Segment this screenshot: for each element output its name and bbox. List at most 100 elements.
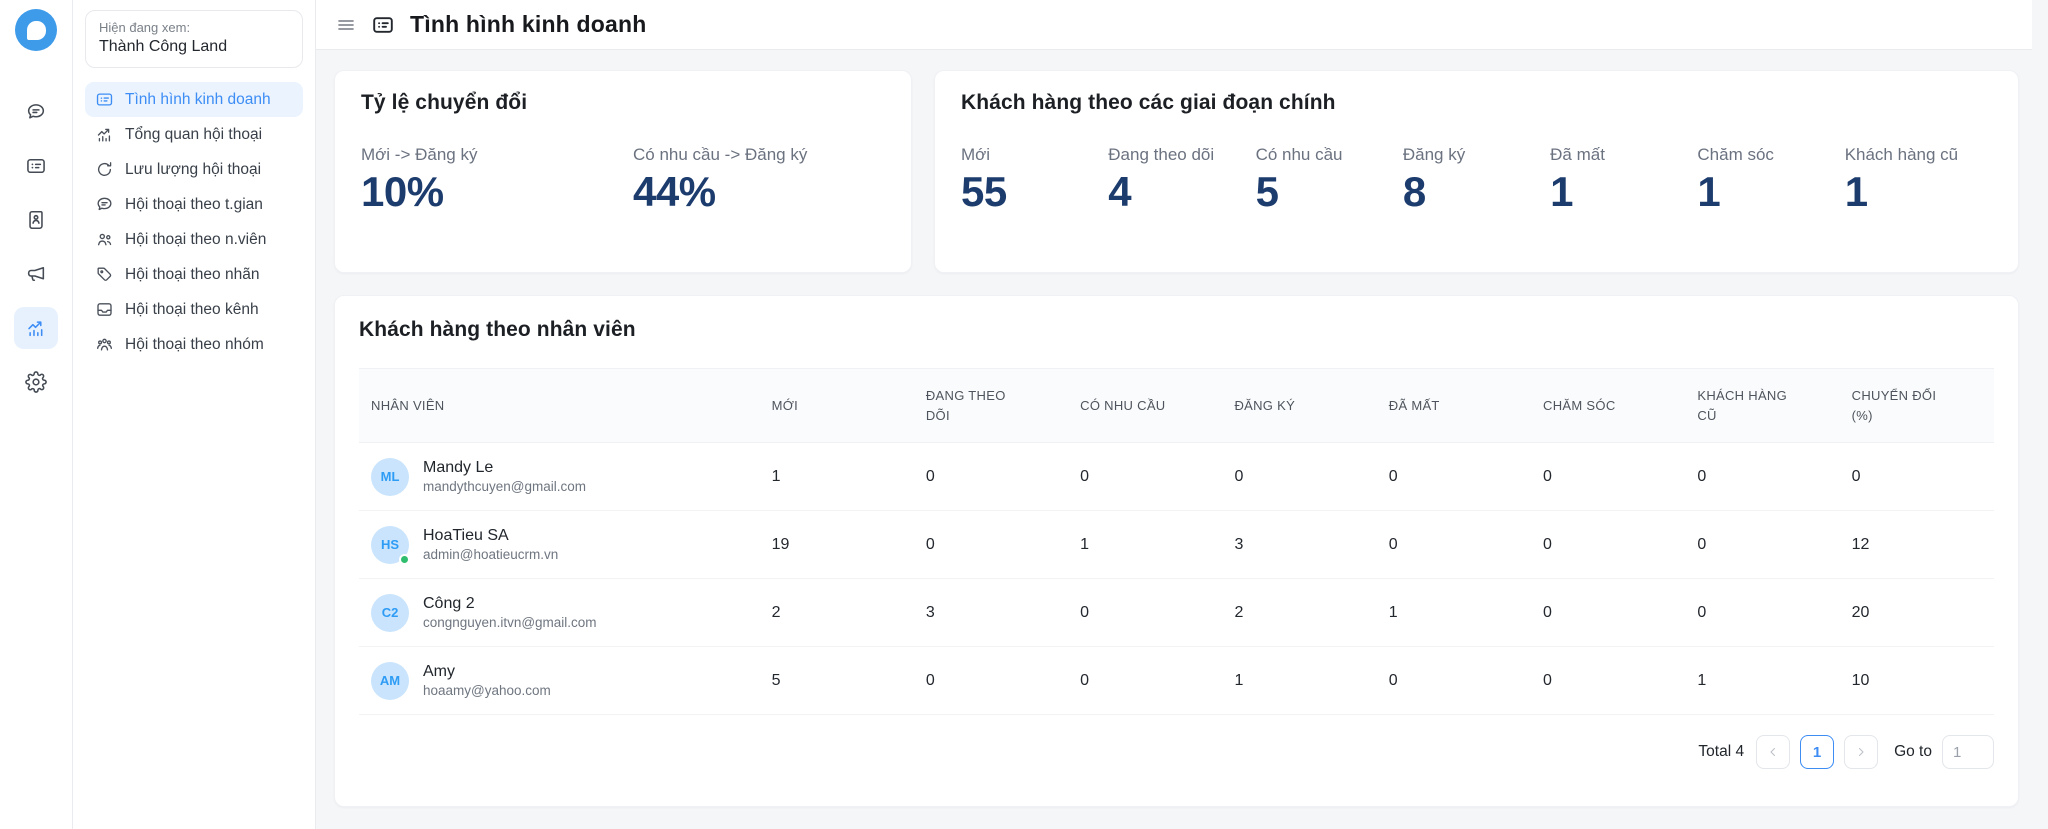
rail-settings-gear-icon[interactable] bbox=[14, 361, 58, 403]
sidebar-item-label: Tình hình kinh doanh bbox=[125, 90, 271, 108]
metric-label: Mới bbox=[961, 145, 991, 164]
cell-moi: 1 bbox=[759, 442, 914, 511]
conversion-rate-card: Tỷ lệ chuyển đổi Mới -> Đăng ký 10% Có n… bbox=[334, 70, 912, 273]
scrollbar-gutter bbox=[2032, 0, 2048, 50]
goto-label: Go to bbox=[1894, 743, 1932, 760]
sidebar-item-label: Lưu lượng hội thoại bbox=[125, 160, 262, 178]
metric-moi-dang-ky: Mới -> Đăng ký 10% bbox=[361, 145, 633, 213]
dashboard-content: Tỷ lệ chuyển đổi Mới -> Đăng ký 10% Có n… bbox=[316, 50, 2048, 829]
table-row[interactable]: C2 Công 2 congnguyen.itvn@gmail.com 2 3 … bbox=[359, 578, 1994, 647]
sidebar-item-hoi-thoai-theo-nhan[interactable]: Hội thoại theo nhãn bbox=[85, 257, 303, 292]
metric-co-nhu-cau-dang-ky: Có nhu cầu -> Đăng ký 44% bbox=[633, 145, 905, 213]
metric-value: 1 bbox=[1844, 168, 1868, 215]
workspace-selector[interactable]: Hiện đang xem: Thành Công Land bbox=[85, 10, 303, 68]
card-title: Khách hàng theo các giai đoạn chính bbox=[961, 91, 1336, 114]
cell-khach-hang-cu: 0 bbox=[1685, 510, 1840, 579]
metric-label: Chăm sóc bbox=[1697, 145, 1774, 164]
stage-metrics: Mới 55 Đang theo dõi 4 Có nhu cầu 5 Đăng… bbox=[961, 145, 1992, 213]
sidebar-item-tinh-hinh-kinh-doanh[interactable]: Tình hình kinh doanh bbox=[85, 82, 303, 117]
next-page-button[interactable] bbox=[1844, 735, 1879, 769]
cell-dang-ky: 3 bbox=[1222, 510, 1377, 579]
rail-megaphone-icon[interactable] bbox=[14, 253, 58, 295]
refresh-icon bbox=[95, 160, 114, 179]
rail-kanban-card-icon[interactable] bbox=[14, 145, 58, 187]
inbox-icon bbox=[95, 300, 114, 319]
app-logo[interactable] bbox=[15, 9, 57, 51]
cell-co-nhu-cau: 0 bbox=[1068, 646, 1223, 715]
card-title: Tỷ lệ chuyển đổi bbox=[361, 91, 528, 114]
column-header: CHUYỂN ĐỔI (%) bbox=[1839, 368, 1994, 443]
metric-value: 5 bbox=[1255, 168, 1279, 215]
report-sidebar: Hiện đang xem: Thành Công Land Tình hình… bbox=[73, 0, 316, 829]
cell-dang-ky: 1 bbox=[1222, 646, 1377, 715]
chevron-right-icon bbox=[1855, 746, 1867, 758]
report-nav: Tình hình kinh doanh Tổng quan hội thoại… bbox=[85, 82, 303, 362]
conversion-metrics: Mới -> Đăng ký 10% Có nhu cầu -> Đăng ký… bbox=[361, 145, 885, 213]
cell-cham-soc: 0 bbox=[1531, 510, 1686, 579]
sidebar-item-hoi-thoai-theo-nvien[interactable]: Hội thoại theo n.viên bbox=[85, 222, 303, 257]
avatar: AM bbox=[371, 661, 409, 700]
pagination-total: Total 4 bbox=[1698, 743, 1745, 760]
stat-cards-row: Tỷ lệ chuyển đổi Mới -> Đăng ký 10% Có n… bbox=[334, 70, 2019, 273]
cell-co-nhu-cau: 0 bbox=[1068, 578, 1223, 647]
cell-cham-soc: 0 bbox=[1531, 646, 1686, 715]
avatar: C2 bbox=[371, 593, 409, 632]
employee-name: Mandy Le bbox=[423, 458, 494, 476]
chat-icon bbox=[95, 195, 114, 214]
cell-dang-theo-doi: 0 bbox=[913, 442, 1069, 511]
employees-table: NHÂN VIÊN MỚI ĐANG THEO DÕI CÓ NHU CẦU Đ… bbox=[359, 368, 1994, 715]
employee-email: hoaamy@yahoo.com bbox=[423, 682, 551, 698]
metric-label: Có nhu cầu -> Đăng ký bbox=[633, 145, 808, 164]
metric-value: 1 bbox=[1697, 168, 1721, 215]
cell-khach-hang-cu: 0 bbox=[1685, 442, 1840, 511]
people-icon bbox=[95, 230, 114, 249]
sidebar-item-luu-luong-hoi-thoai[interactable]: Lưu lượng hội thoại bbox=[85, 152, 303, 187]
cell-moi: 2 bbox=[759, 578, 914, 647]
cell-chuyen-doi: 12 bbox=[1839, 510, 1994, 579]
cell-chuyen-doi: 0 bbox=[1839, 442, 1994, 511]
cell-cham-soc: 0 bbox=[1531, 578, 1686, 647]
rail-chat-icon[interactable] bbox=[14, 91, 58, 133]
sidebar-item-hoi-thoai-theo-tgian[interactable]: Hội thoại theo t.gian bbox=[85, 187, 303, 222]
sidebar-item-hoi-thoai-theo-kenh[interactable]: Hội thoại theo kênh bbox=[85, 292, 303, 327]
previous-page-button[interactable] bbox=[1756, 735, 1791, 769]
metric-khach-hang-cu: Khách hàng cũ 1 bbox=[1845, 145, 1992, 213]
metric-cham-soc: Chăm sóc 1 bbox=[1697, 145, 1844, 213]
column-header: NHÂN VIÊN bbox=[359, 368, 760, 443]
metric-dang-theo-doi: Đang theo dõi 4 bbox=[1108, 145, 1255, 213]
sidebar-toggle-button[interactable] bbox=[336, 15, 356, 35]
employee-cell: HS HoaTieu SA admin@hoatieucrm.vn bbox=[371, 525, 748, 565]
employee-name: Công 2 bbox=[423, 594, 475, 612]
rail-analytics-icon[interactable] bbox=[14, 307, 58, 349]
kanban-card-icon bbox=[95, 90, 114, 109]
logo-mark-icon bbox=[26, 20, 46, 40]
metric-value: 8 bbox=[1402, 168, 1426, 215]
page-title-icon bbox=[371, 13, 395, 37]
employee-name: HoaTieu SA bbox=[423, 526, 509, 544]
table-row[interactable]: AM Amy hoaamy@yahoo.com 5 0 0 1 0 bbox=[359, 646, 1994, 715]
card-title: Khách hàng theo nhân viên bbox=[359, 318, 636, 341]
page-1-button[interactable]: 1 bbox=[1800, 735, 1835, 769]
column-header: ĐÃ MẤT bbox=[1376, 368, 1532, 443]
employee-cell: C2 Công 2 congnguyen.itvn@gmail.com bbox=[371, 593, 748, 632]
sidebar-item-hoi-thoai-theo-nhom[interactable]: Hội thoại theo nhóm bbox=[85, 327, 303, 362]
sidebar-item-label: Hội thoại theo t.gian bbox=[125, 195, 263, 213]
table-row[interactable]: HS HoaTieu SA admin@hoatieucrm.vn 19 0 bbox=[359, 510, 1994, 579]
stages-card: Khách hàng theo các giai đoạn chính Mới … bbox=[934, 70, 2019, 273]
cell-da-mat: 1 bbox=[1376, 578, 1532, 647]
group-icon bbox=[95, 335, 114, 354]
metric-value: 55 bbox=[961, 168, 1007, 215]
column-header: CÓ NHU CẦU bbox=[1068, 368, 1223, 443]
table-row[interactable]: ML Mandy Le mandythcuyen@gmail.com 1 0 0… bbox=[359, 442, 1994, 511]
metric-value: 44% bbox=[633, 168, 716, 215]
cell-co-nhu-cau: 0 bbox=[1068, 442, 1223, 511]
sidebar-item-tong-quan-hoi-thoai[interactable]: Tổng quan hội thoại bbox=[85, 117, 303, 152]
menu-icon bbox=[336, 15, 356, 35]
rail-contacts-book-icon[interactable] bbox=[14, 199, 58, 241]
goto-page-input[interactable] bbox=[1942, 735, 1994, 769]
column-header: ĐANG THEO DÕI bbox=[913, 368, 1069, 443]
sidebar-item-label: Hội thoại theo kênh bbox=[125, 300, 259, 318]
cell-cham-soc: 0 bbox=[1531, 442, 1686, 511]
cell-co-nhu-cau: 1 bbox=[1068, 510, 1223, 579]
icon-rail bbox=[0, 0, 73, 829]
